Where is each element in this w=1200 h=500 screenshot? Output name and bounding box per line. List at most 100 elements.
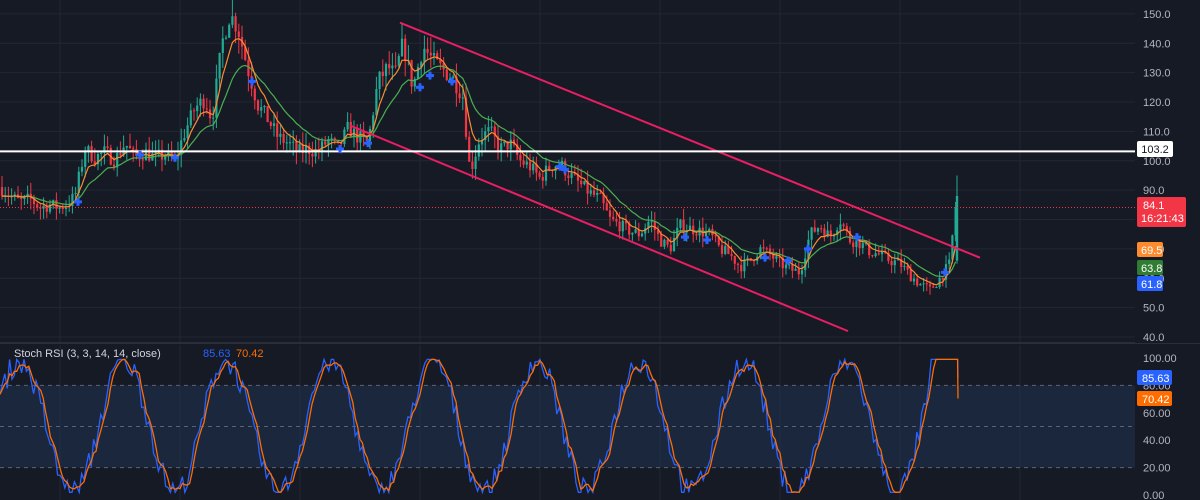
candle-body xyxy=(730,254,733,257)
ema-slow-tag: 63.8 xyxy=(1137,260,1163,275)
candle-body xyxy=(602,193,605,204)
price-tick-label: 120.0 xyxy=(1143,97,1171,109)
ema-fast-tag: 69.5 xyxy=(1137,242,1163,257)
candle-body xyxy=(532,163,535,171)
candle-body xyxy=(39,207,42,209)
candle-body xyxy=(599,192,602,194)
candle-body xyxy=(669,244,672,252)
candle-body xyxy=(71,194,74,207)
candle-body xyxy=(637,229,640,237)
svg-text:85.63: 85.63 xyxy=(1142,373,1170,385)
plus-icon xyxy=(74,197,82,206)
candle-body xyxy=(887,252,890,262)
candle-body xyxy=(800,270,804,275)
candle-body xyxy=(106,146,109,148)
indicator-title[interactable]: Stoch RSI (3, 3, 14, 14, close) xyxy=(14,348,161,360)
channel-lower-line[interactable] xyxy=(349,124,849,333)
price-tick-label: 90.0 xyxy=(1143,185,1164,197)
candle-body xyxy=(906,266,909,270)
candle-body xyxy=(772,254,775,259)
candle-body xyxy=(327,139,330,145)
candle-body xyxy=(26,193,29,197)
candle-body xyxy=(740,264,743,272)
candle-body xyxy=(848,230,852,243)
candle-body xyxy=(103,146,106,153)
candle-body xyxy=(954,208,957,236)
stoch-d-value: 70.42 xyxy=(236,348,264,360)
candle-body xyxy=(304,145,308,153)
candle-body xyxy=(836,230,839,235)
candle-body xyxy=(768,248,772,255)
candle-body xyxy=(100,152,103,155)
candle-body xyxy=(679,219,682,228)
candle-body xyxy=(132,148,135,150)
candle-body xyxy=(570,173,573,178)
candle-body xyxy=(253,88,256,101)
candle-body xyxy=(55,200,58,209)
candle-body xyxy=(276,123,279,137)
indicator-legend[interactable]: Stoch RSI (3, 3, 14, 14, close) 85.63 70… xyxy=(14,348,264,360)
candle-body xyxy=(653,221,656,230)
stoch-tick-label: 20.00 xyxy=(1143,463,1171,475)
candle-body xyxy=(400,38,404,57)
candle-body xyxy=(0,187,4,197)
candle-body xyxy=(74,192,77,195)
candle-body xyxy=(608,210,612,217)
candle-body xyxy=(612,216,615,220)
candle-body xyxy=(695,234,698,236)
candle-body xyxy=(509,139,512,150)
price-tick-label: 110.0 xyxy=(1143,126,1170,138)
candle-body xyxy=(797,268,800,275)
stoch-tick-label: 40.00 xyxy=(1143,435,1171,447)
candle-body xyxy=(503,141,506,144)
stoch-rsi-lines xyxy=(0,357,959,495)
candle-body xyxy=(855,240,858,248)
candle-body xyxy=(663,239,666,247)
stoch-k-line xyxy=(0,357,959,495)
candle-body xyxy=(394,65,397,67)
candle-body xyxy=(935,287,938,289)
candle-body xyxy=(692,225,695,235)
candle-body xyxy=(500,143,503,151)
candle-body xyxy=(727,245,730,255)
plus-icon xyxy=(416,83,424,92)
candle-body xyxy=(288,142,292,144)
candle-body xyxy=(596,192,599,195)
candle-body xyxy=(839,224,842,231)
svg-text:69.5: 69.5 xyxy=(1141,245,1162,257)
last-price-tag: 84.1 16:21:43 xyxy=(1137,197,1186,227)
candle-body xyxy=(404,38,407,61)
candle-body xyxy=(388,64,391,69)
candle-body xyxy=(260,107,263,111)
candle-body xyxy=(42,205,45,209)
candle-body xyxy=(256,100,260,111)
candle-body xyxy=(432,53,436,56)
candle-body xyxy=(23,196,26,199)
candle-body xyxy=(298,144,301,152)
price-axis[interactable]: 150.0140.0130.0120.0110.0100.090.080.070… xyxy=(1135,0,1200,344)
candle-body xyxy=(912,278,916,282)
candle-body xyxy=(365,136,368,141)
candle-body xyxy=(682,219,685,233)
candle-body xyxy=(519,154,522,161)
candle-body xyxy=(464,97,468,137)
candle-body xyxy=(272,123,276,126)
candle-body xyxy=(234,16,237,32)
channel-upper-line[interactable] xyxy=(399,21,981,259)
candle-body xyxy=(816,228,820,232)
candle-body xyxy=(628,223,631,235)
candle-body xyxy=(618,221,621,232)
plus-icon xyxy=(426,71,434,80)
candle-body xyxy=(496,136,500,151)
candle-body xyxy=(784,264,788,269)
candle-body xyxy=(717,236,720,246)
candle-body xyxy=(116,153,119,168)
svg-text:84.1: 84.1 xyxy=(1143,200,1164,212)
candle-body xyxy=(586,181,589,194)
candle-body xyxy=(125,145,128,148)
candle-body xyxy=(362,131,365,137)
candle-body xyxy=(205,108,208,110)
candle-body xyxy=(640,233,644,237)
